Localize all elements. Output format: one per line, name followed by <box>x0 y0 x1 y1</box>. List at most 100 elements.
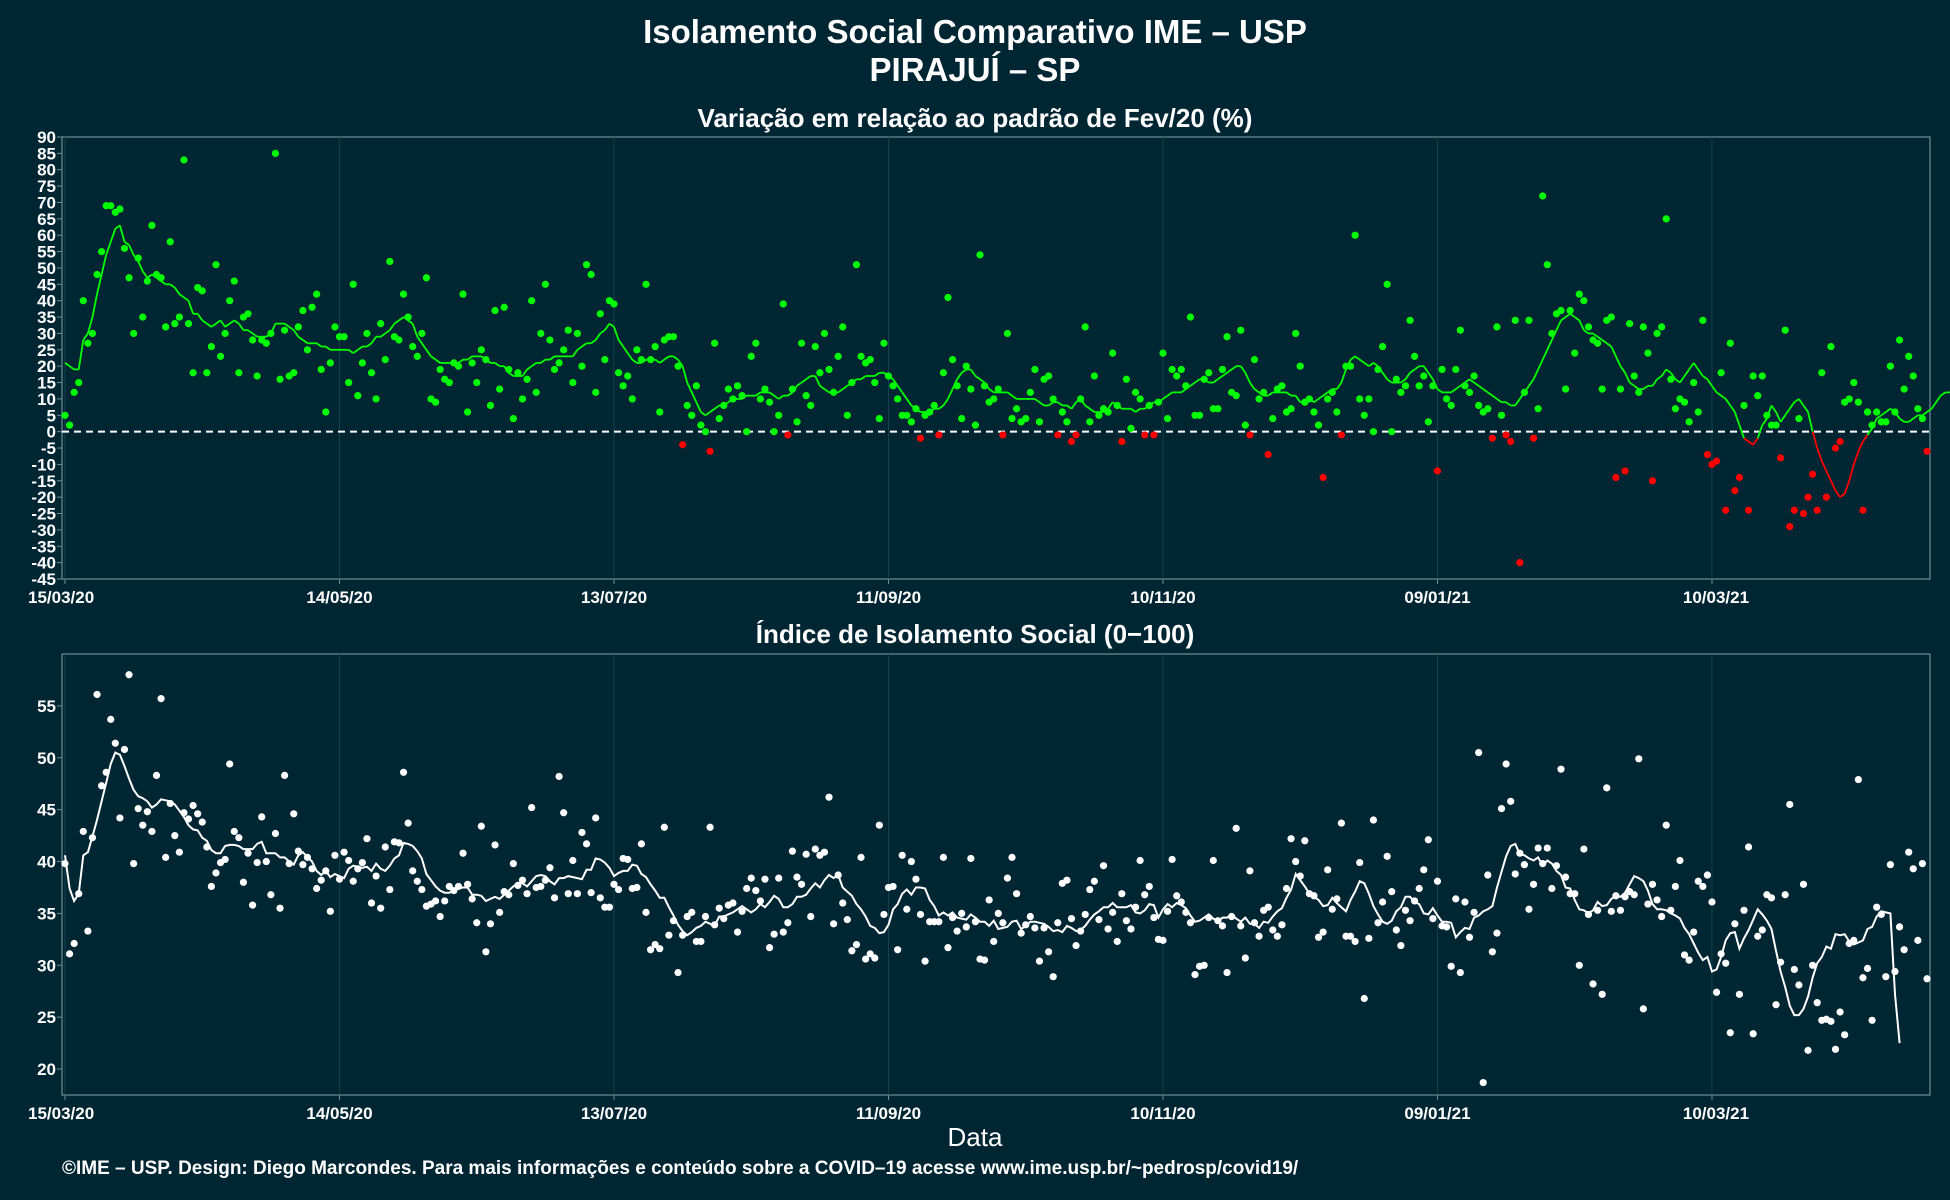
y-tick-label: 55 <box>37 697 56 716</box>
daily-point <box>889 382 897 390</box>
daily-point <box>1561 385 1570 393</box>
daily-point <box>1534 844 1542 852</box>
daily-point <box>1552 862 1561 870</box>
daily-point <box>1264 903 1272 911</box>
daily-point <box>1886 362 1895 370</box>
daily-point <box>139 821 147 829</box>
daily-point <box>482 356 490 364</box>
daily-point <box>79 827 87 836</box>
moving-average-segment <box>819 385 825 390</box>
daily-point <box>656 408 664 416</box>
daily-point <box>505 365 513 374</box>
daily-point <box>445 882 453 891</box>
daily-point <box>157 274 165 282</box>
y-tick-label: 85 <box>37 144 56 163</box>
daily-point <box>1163 907 1172 915</box>
daily-point <box>294 323 302 331</box>
daily-point <box>875 821 883 829</box>
moving-average-segment <box>430 355 437 361</box>
daily-point <box>1818 369 1826 377</box>
daily-point <box>1831 444 1840 452</box>
daily-point <box>1301 837 1309 845</box>
daily-point <box>1218 365 1227 374</box>
daily-point <box>999 431 1007 439</box>
daily-point <box>381 843 389 851</box>
daily-point <box>1786 800 1794 809</box>
daily-point <box>1250 356 1259 364</box>
daily-point <box>473 378 481 387</box>
daily-point <box>1411 352 1419 360</box>
daily-point <box>1850 378 1858 387</box>
daily-point <box>454 362 463 370</box>
daily-point <box>1072 431 1080 439</box>
daily-point <box>1465 388 1474 396</box>
daily-point <box>463 880 472 888</box>
daily-point <box>290 369 298 377</box>
daily-point <box>1877 910 1885 919</box>
daily-point <box>820 848 829 856</box>
daily-point <box>79 297 87 305</box>
daily-point <box>1744 506 1753 514</box>
daily-point <box>990 937 998 946</box>
daily-point <box>848 378 856 387</box>
daily-point <box>271 829 280 838</box>
daily-point <box>811 342 819 351</box>
moving-average-segment <box>1130 408 1137 413</box>
daily-point <box>1356 858 1364 867</box>
daily-point <box>537 329 545 338</box>
moving-average-segment <box>1491 394 1498 400</box>
daily-point <box>807 912 815 921</box>
moving-average-segment <box>622 346 629 354</box>
daily-point <box>1433 877 1442 885</box>
daily-point <box>1452 365 1460 374</box>
moving-average-segment <box>293 329 300 338</box>
daily-point <box>1241 421 1249 429</box>
daily-point <box>1658 323 1666 331</box>
daily-point <box>482 948 490 956</box>
daily-point <box>1886 861 1895 869</box>
daily-point <box>1772 1001 1780 1009</box>
daily-point <box>1786 523 1794 531</box>
moving-average-segment <box>1921 411 1928 417</box>
daily-point <box>166 799 174 808</box>
daily-point <box>340 848 348 856</box>
moving-average-segment <box>1070 401 1077 410</box>
daily-point <box>308 865 316 873</box>
daily-point <box>1891 408 1899 416</box>
moving-average-segment <box>938 404 944 410</box>
daily-point <box>1292 329 1300 338</box>
daily-point <box>1067 437 1076 446</box>
x-tick-label: 15/03/20 <box>28 1104 94 1123</box>
y-tick-label: -30 <box>31 521 56 540</box>
daily-point <box>1443 395 1451 403</box>
daily-point <box>345 856 353 865</box>
moving-average-segment <box>1748 440 1754 446</box>
daily-point <box>418 885 426 894</box>
daily-point <box>788 847 797 855</box>
daily-point <box>1273 932 1281 940</box>
daily-point <box>637 356 646 364</box>
daily-point <box>688 908 696 916</box>
daily-point <box>765 944 774 952</box>
daily-point <box>1735 990 1744 998</box>
daily-point <box>1429 915 1437 923</box>
daily-point <box>1863 964 1872 973</box>
moving-average-segment <box>613 326 620 341</box>
daily-point <box>271 149 280 157</box>
daily-point <box>1333 895 1341 903</box>
moving-average-segment <box>1629 381 1635 387</box>
y-tick-label: -40 <box>31 554 56 573</box>
daily-point <box>1228 912 1236 921</box>
daily-point <box>971 918 980 926</box>
daily-point <box>564 326 572 334</box>
daily-point <box>1690 378 1698 387</box>
daily-point <box>1635 388 1643 396</box>
moving-average-segment <box>1862 434 1869 443</box>
daily-point <box>1529 434 1538 442</box>
moving-average-segment <box>1697 368 1704 377</box>
moving-average-segment <box>1363 362 1370 367</box>
daily-point <box>61 860 69 868</box>
daily-point <box>97 782 106 790</box>
y-tick-label: 90 <box>37 128 56 147</box>
moving-average-segment <box>1852 451 1860 465</box>
